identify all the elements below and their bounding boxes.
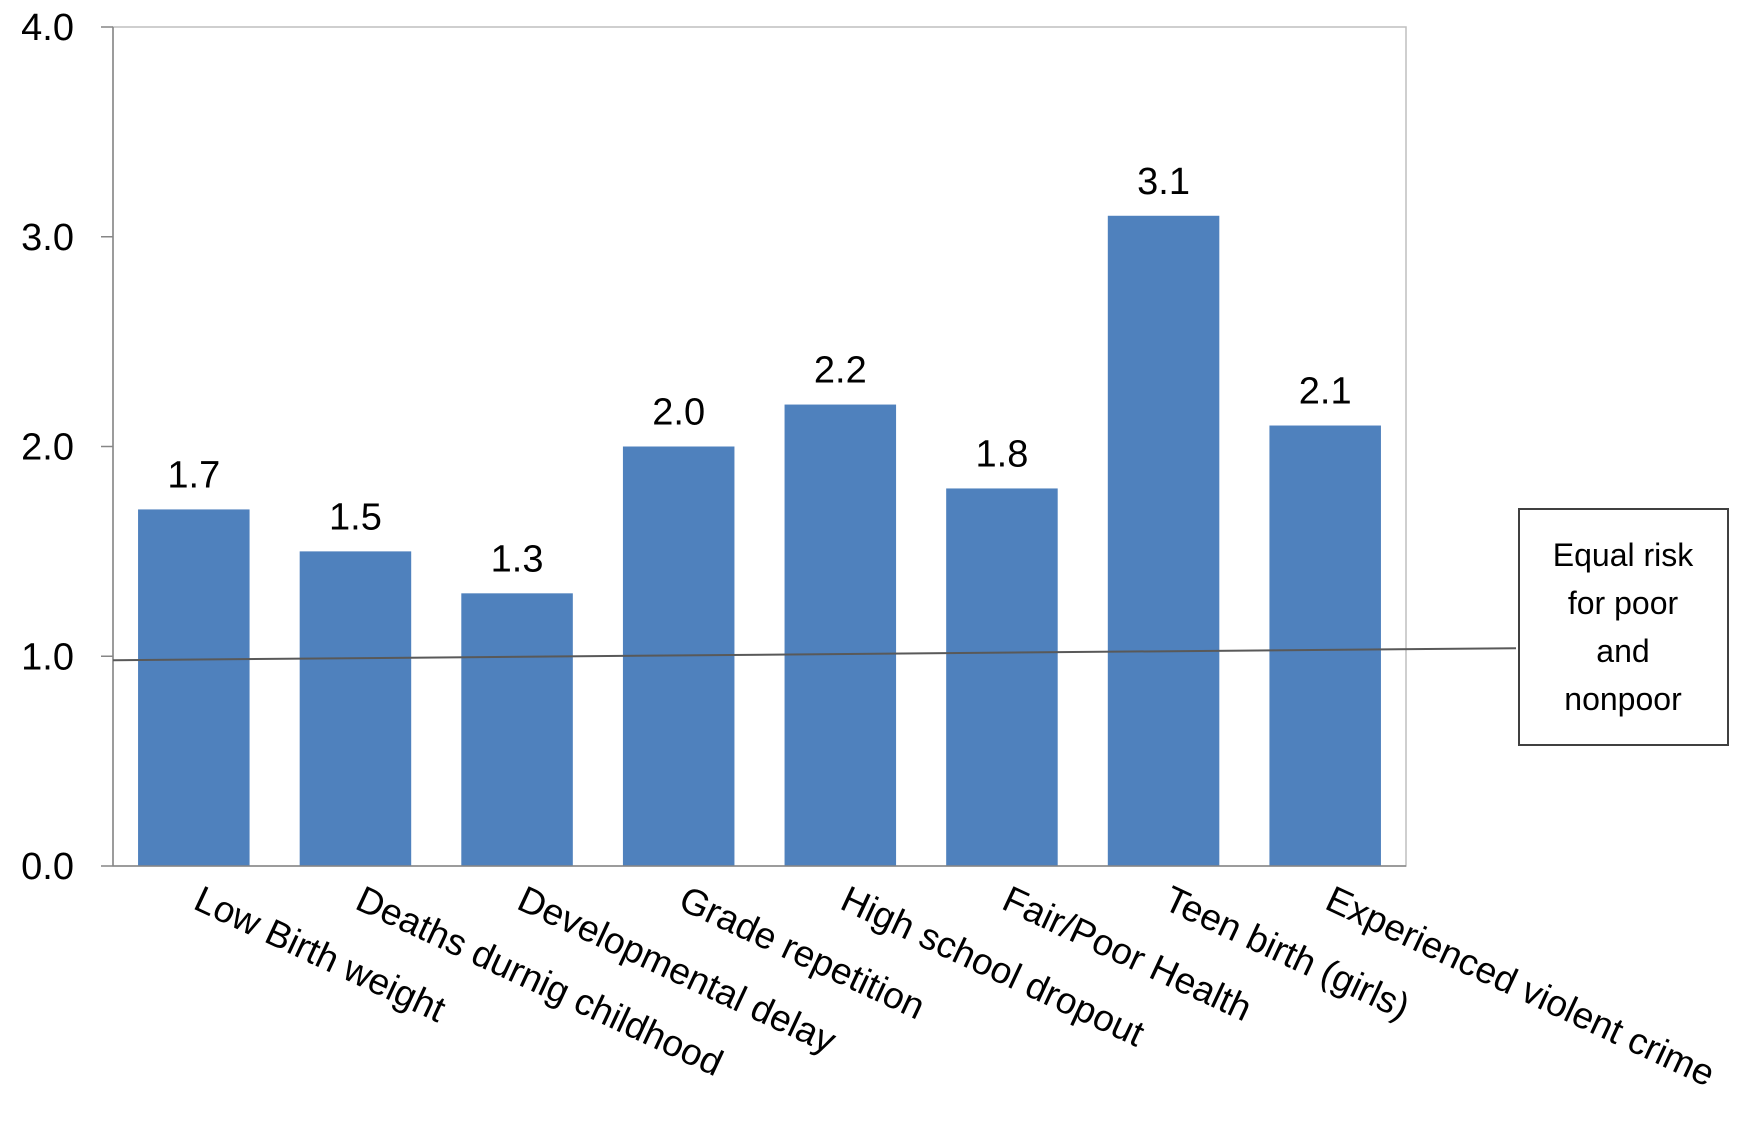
bars-group: 1.7 1.5 1.3 2.0 2.2 1.8 3.1 2.1 <box>138 161 1381 866</box>
equal-risk-label-line: nonpoor <box>1564 681 1682 717</box>
bar <box>299 551 412 866</box>
y-tick-label: 2.0 <box>21 427 74 469</box>
equal-risk-label-line: Equal risk <box>1553 537 1695 573</box>
reference-line-group: Equal risk for poor and nonpoor <box>112 508 1729 746</box>
equal-risk-label-line: for poor <box>1568 585 1679 621</box>
bar-value-label: 1.5 <box>329 496 382 538</box>
bar-value-label: 2.0 <box>652 392 705 434</box>
y-tick-label: 3.0 <box>21 217 74 259</box>
y-tick-label: 4.0 <box>21 7 74 49</box>
bar-value-label: 1.3 <box>491 538 544 580</box>
bar-value-label: 1.7 <box>167 454 220 496</box>
bar <box>784 404 897 866</box>
y-axis: 0.0 1.0 2.0 3.0 4.0 <box>21 7 114 888</box>
bar-value-label: 2.1 <box>1299 371 1352 413</box>
bar <box>461 593 573 866</box>
bar <box>946 488 1058 866</box>
y-tick-label: 1.0 <box>21 636 74 678</box>
equal-risk-label-box <box>1518 508 1729 746</box>
equal-risk-label-line: and <box>1596 633 1649 669</box>
bar-value-label: 2.2 <box>814 350 867 392</box>
y-tick-label: 0.0 <box>21 846 74 888</box>
bar <box>138 509 250 866</box>
bar <box>1269 425 1381 866</box>
bar-value-label: 1.8 <box>976 433 1029 475</box>
x-category-label: High school dropout <box>835 878 1151 1055</box>
bar <box>1107 215 1220 866</box>
bar-value-label: 3.1 <box>1137 161 1190 203</box>
equal-risk-line <box>112 647 1517 662</box>
